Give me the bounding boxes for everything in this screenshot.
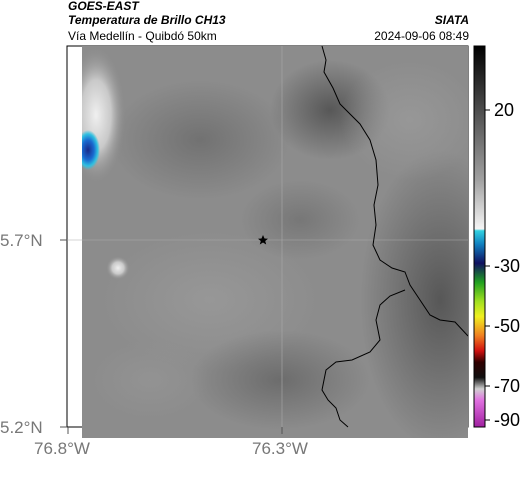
colorbar-tick-label: -70 (494, 376, 521, 396)
boundary-line (321, 289, 406, 428)
lon-tick-label: 76.8°W (34, 439, 90, 458)
colorbar-tick-label: -30 (494, 256, 521, 276)
satellite-title: GOES-EAST (68, 0, 139, 13)
star-icon (258, 235, 268, 245)
region-subtitle: Vía Medellín - Quibdó 50km (68, 29, 217, 43)
lat-tick-label: 5.7°N (0, 231, 43, 250)
colorbar-tick-label: -90 (494, 410, 521, 430)
product-title: Temperatura de Brillo CH13 (68, 13, 226, 27)
colorbar-tick-label: 20 (494, 100, 515, 120)
datetime-label: 2024-09-06 08:49 (374, 29, 469, 43)
brightness-temperature-field (82, 46, 468, 438)
lon-tick-label: 76.3°W (252, 439, 308, 458)
boundary-line (321, 45, 469, 337)
colorbar (473, 45, 486, 428)
lat-tick-label: 5.2°N (0, 418, 43, 437)
colorbar-tick-label: -50 (494, 316, 521, 336)
source-label: SIATA (434, 13, 469, 27)
